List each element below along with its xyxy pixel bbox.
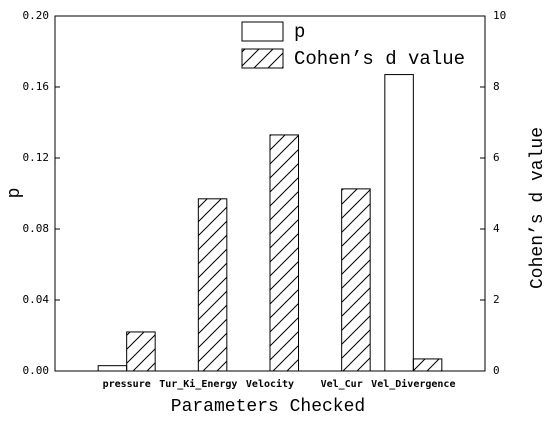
y2-tick-label: 8	[493, 80, 500, 93]
bar	[412, 358, 443, 372]
y-axis-label: p	[5, 188, 25, 199]
x-tick-label: Tur_Ki_Energy	[159, 378, 237, 390]
bar	[341, 188, 371, 372]
y-tick-label: 0.16	[23, 80, 50, 93]
x-axis-label: Parameters Checked	[171, 397, 365, 417]
y-tick-label: 0.20	[23, 9, 50, 22]
y2-tick-label: 4	[493, 222, 500, 235]
bar	[269, 134, 299, 372]
y2-tick-label: 2	[493, 293, 500, 306]
x-tick-label: Velocity	[246, 378, 294, 390]
x-tick-label: Vel_Cur	[321, 379, 363, 390]
y-tick-label: 0.08	[23, 222, 50, 235]
legend-swatch	[241, 48, 284, 69]
y2-tick-label: 0	[493, 364, 500, 377]
legend-swatch	[241, 21, 284, 42]
x-tick-label: pressure	[103, 379, 151, 390]
y2-tick-label: 10	[493, 9, 506, 22]
legend-label: p	[294, 21, 305, 43]
bar	[126, 331, 156, 372]
y2-axis-label: Cohen’s d value	[528, 127, 548, 289]
y-tick-label: 0.00	[23, 364, 50, 377]
bar	[197, 198, 228, 372]
bar	[97, 365, 128, 372]
x-tick-label: Vel_Divergence	[371, 378, 455, 390]
legend-label: Cohen’s d value	[294, 48, 465, 70]
y-tick-label: 0.04	[23, 293, 50, 306]
y-tick-label: 0.12	[23, 151, 50, 164]
y2-tick-label: 6	[493, 151, 500, 164]
bar	[384, 74, 414, 372]
